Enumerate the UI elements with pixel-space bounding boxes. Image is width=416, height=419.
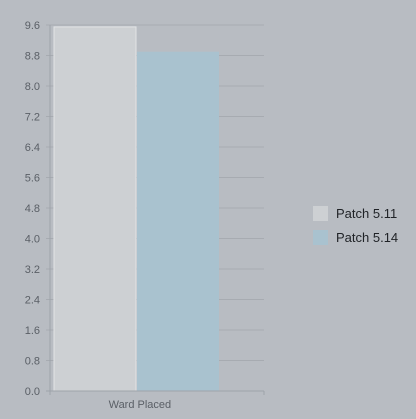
y-tick-label: 9.6 <box>25 20 40 32</box>
y-tick-label: 2.4 <box>25 295 40 307</box>
legend-swatch <box>313 206 328 221</box>
y-tick-label: 8.8 <box>25 51 40 63</box>
y-tick-label: 8.0 <box>25 81 40 93</box>
bars <box>53 26 219 392</box>
legend-label[interactable]: Patch 5.14 <box>336 230 398 245</box>
y-tick-label: 0.0 <box>25 386 40 398</box>
y-tick-labels: 0.0 0.8 1.6 2.4 3.2 4.0 4.8 5.6 6.4 7.2 8.0 8.8 9.6 <box>25 20 40 398</box>
y-tick-label: 4.8 <box>25 203 40 215</box>
y-tick-label: 0.8 <box>25 356 40 368</box>
y-tick-label: 3.2 <box>25 264 40 276</box>
x-category-labels: Ward Placed <box>109 391 265 411</box>
legend-swatch <box>313 230 328 245</box>
y-tick-label: 6.4 <box>25 142 40 154</box>
legend: Patch 5.11 Patch 5.14 <box>313 206 398 245</box>
legend-label[interactable]: Patch 5.11 <box>336 206 397 221</box>
axes <box>46 25 264 395</box>
y-tick-label: 5.6 <box>25 173 40 185</box>
y-tick-label: 1.6 <box>25 325 40 337</box>
y-tick-label: 7.2 <box>25 112 40 124</box>
bar-patch-5-11[interactable] <box>53 26 137 392</box>
x-category-label: Ward Placed <box>109 399 172 411</box>
bar-patch-5-14[interactable] <box>137 51 219 391</box>
y-tick-label: 4.0 <box>25 234 40 246</box>
